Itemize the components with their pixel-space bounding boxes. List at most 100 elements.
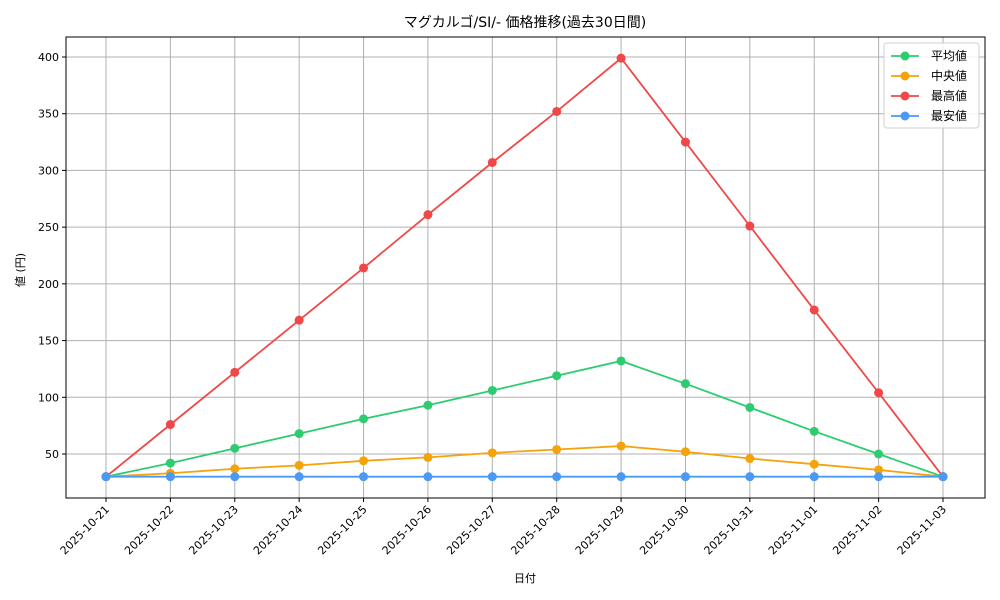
data-point <box>359 263 369 273</box>
series-line <box>105 360 944 478</box>
data-point <box>809 472 819 482</box>
x-tick-label: 2025-10-25 <box>315 503 369 557</box>
data-point <box>294 472 304 482</box>
x-tick-label: 2025-10-24 <box>251 503 305 557</box>
data-point <box>552 472 562 482</box>
series-lines <box>101 53 948 482</box>
data-point <box>552 106 562 116</box>
data-point <box>165 458 175 468</box>
data-point <box>423 472 433 482</box>
data-point <box>809 305 819 315</box>
data-point <box>165 420 175 430</box>
x-tick-label: 2025-10-22 <box>122 503 176 557</box>
data-point <box>680 447 690 457</box>
y-tick-label: 300 <box>38 164 59 177</box>
data-point <box>552 444 562 454</box>
data-point <box>359 456 369 466</box>
data-point <box>487 157 497 167</box>
legend-item: 平均値 <box>891 48 967 63</box>
data-point <box>230 472 240 482</box>
data-point <box>423 400 433 410</box>
y-tick-label: 100 <box>38 391 59 404</box>
x-tick-label: 2025-10-30 <box>637 503 691 557</box>
x-tick-label: 2025-10-23 <box>186 503 240 557</box>
legend-item: 最安値 <box>891 108 967 123</box>
x-tick-label: 2025-11-01 <box>766 503 820 557</box>
data-point <box>487 472 497 482</box>
data-point <box>745 472 755 482</box>
data-point <box>616 472 626 482</box>
y-tick-label: 400 <box>38 51 59 64</box>
data-point <box>809 426 819 436</box>
data-point <box>359 414 369 424</box>
data-point <box>745 454 755 464</box>
data-point <box>294 460 304 470</box>
data-point <box>874 449 884 459</box>
data-point <box>616 53 626 63</box>
grid <box>66 37 985 498</box>
data-point <box>165 472 175 482</box>
legend-label: 最高値 <box>931 88 967 103</box>
data-point <box>101 472 111 482</box>
series-1 <box>101 441 948 482</box>
data-point <box>938 472 948 482</box>
legend-item: 中央値 <box>891 68 967 83</box>
x-axis: 2025-10-21 2025-10-22 2025-10-23 2025-10-24… <box>58 498 949 557</box>
y-tick-label: 200 <box>38 278 59 291</box>
data-point <box>487 448 497 458</box>
data-point <box>230 443 240 453</box>
plot-frame <box>65 36 986 499</box>
legend-marker-icon <box>900 91 910 101</box>
y-axis-label: 値 (円) <box>14 253 27 287</box>
x-tick-label: 2025-10-28 <box>508 503 562 557</box>
data-point <box>745 402 755 412</box>
x-tick-label: 2025-10-31 <box>702 503 756 557</box>
x-axis-label: 日付 <box>514 572 536 585</box>
series-0 <box>101 356 948 482</box>
y-tick-label: 150 <box>38 335 59 348</box>
data-point <box>230 464 240 474</box>
data-point <box>552 371 562 381</box>
y-tick-label: 50 <box>45 448 59 461</box>
y-tick-label: 350 <box>38 108 59 121</box>
x-tick-label: 2025-10-29 <box>573 503 627 557</box>
chart-title: マグカルゴ/SI/- 価格推移(過去30日間) <box>404 14 646 31</box>
data-point <box>874 465 884 475</box>
data-point <box>680 472 690 482</box>
legend-item: 最高値 <box>891 88 967 103</box>
legend-marker-icon <box>900 71 910 81</box>
data-point <box>230 367 240 377</box>
data-point <box>294 315 304 325</box>
data-point <box>874 472 884 482</box>
y-tick-label: 250 <box>38 221 59 234</box>
x-tick-label: 2025-10-27 <box>444 503 498 557</box>
data-point <box>423 210 433 220</box>
x-tick-label: 2025-11-03 <box>895 503 949 557</box>
data-point <box>423 452 433 462</box>
data-point <box>359 472 369 482</box>
data-point <box>680 379 690 389</box>
data-point <box>680 137 690 147</box>
legend-label: 平均値 <box>931 48 967 63</box>
data-point <box>487 385 497 395</box>
legend-box <box>883 42 980 129</box>
data-point <box>616 441 626 451</box>
data-point <box>874 388 884 398</box>
data-point <box>809 459 819 469</box>
series-2 <box>101 53 948 482</box>
data-point <box>294 429 304 439</box>
legend-label: 最安値 <box>931 108 967 123</box>
series-line <box>105 56 944 478</box>
legend-marker-icon <box>900 51 910 61</box>
y-axis: 50 100 150 200 250 300 350 400 <box>38 51 66 461</box>
x-tick-label: 2025-11-02 <box>830 503 884 557</box>
data-point <box>745 221 755 231</box>
series-line <box>105 445 944 478</box>
legend-label: 中央値 <box>931 68 967 83</box>
legend-marker-icon <box>900 111 910 121</box>
data-point <box>616 356 626 366</box>
series-3 <box>101 472 948 482</box>
x-tick-label: 2025-10-26 <box>380 503 434 557</box>
